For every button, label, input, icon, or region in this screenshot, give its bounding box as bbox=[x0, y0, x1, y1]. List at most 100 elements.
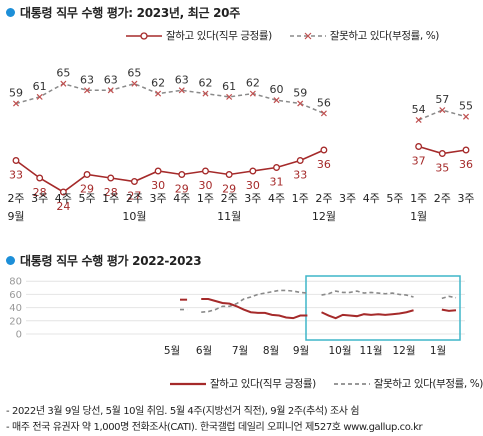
disapprove-line-1 bbox=[418, 109, 467, 121]
bullet-dot-icon bbox=[6, 256, 15, 265]
approve-point-3 bbox=[83, 171, 91, 178]
disapprove-label-10: 62 bbox=[246, 77, 260, 90]
x-tick-12: 1주 bbox=[292, 192, 309, 205]
month-label-5: 10월 bbox=[122, 210, 146, 223]
disapprove-label-2: 65 bbox=[56, 67, 70, 80]
disapprove-point-10 bbox=[249, 90, 256, 97]
approve-point-13 bbox=[320, 146, 328, 154]
x-label-1: 6월 bbox=[196, 345, 212, 357]
approve-line-1 bbox=[201, 298, 308, 320]
disapprove-point-18 bbox=[439, 107, 446, 114]
month-label-13: 12월 bbox=[312, 210, 336, 223]
disapprove-point-5 bbox=[131, 80, 138, 87]
approve-label-4: 28 bbox=[104, 186, 118, 199]
approve-label-13: 36 bbox=[317, 158, 331, 171]
x-tick-11: 4주 bbox=[268, 192, 285, 205]
y-tick-20: 20 bbox=[9, 316, 22, 327]
approve-label-9: 29 bbox=[222, 183, 236, 196]
approve-point-11 bbox=[273, 164, 280, 171]
disapprove-label-12: 59 bbox=[293, 87, 307, 100]
approve-point-5 bbox=[130, 178, 138, 185]
x-tick-18: 2주 bbox=[434, 192, 451, 205]
y-tick-0: 0 bbox=[16, 330, 22, 341]
approve-point-8 bbox=[202, 167, 209, 175]
disapprove-point-4 bbox=[107, 87, 114, 94]
disapprove-point-2 bbox=[60, 80, 67, 87]
x-tick-17: 1주 bbox=[410, 192, 427, 205]
footnote-1: - 2022년 3월 9일 당선, 5월 10일 취임. 5월 4주(지방선거 … bbox=[6, 406, 360, 417]
x-tick-6: 3주 bbox=[150, 192, 167, 205]
disapprove-label-9: 61 bbox=[222, 80, 236, 93]
disapprove-line-0 bbox=[15, 82, 325, 115]
x-tick-16: 5주 bbox=[386, 192, 403, 205]
x-label-2: 7월 bbox=[232, 345, 248, 357]
x-tick-3: 5주 bbox=[78, 192, 95, 205]
disapprove-point-3 bbox=[84, 87, 91, 94]
x-tick-19: 3주 bbox=[457, 192, 474, 205]
x-tick-5: 2주 bbox=[126, 192, 143, 205]
approve-label-10: 30 bbox=[246, 179, 260, 192]
disapprove-point-11 bbox=[273, 97, 280, 104]
approve-point-10 bbox=[249, 167, 257, 175]
approve-label-2: 24 bbox=[56, 200, 70, 213]
disapprove-label-4: 63 bbox=[104, 73, 118, 86]
y-tick-80: 80 bbox=[9, 277, 22, 288]
disapprove-label-8: 62 bbox=[198, 77, 212, 90]
disapprove-point-6 bbox=[155, 90, 162, 97]
x-label-8: 1월 bbox=[430, 345, 446, 357]
chart2-legend-disapprove: 잘못하고 있다(부정률, %) bbox=[333, 378, 483, 390]
disapprove-point-19 bbox=[462, 113, 470, 120]
approve-label-7: 29 bbox=[175, 183, 189, 196]
disapprove-label-3: 63 bbox=[80, 73, 94, 86]
disapprove-label-18: 57 bbox=[435, 93, 449, 106]
x-tick-9: 2주 bbox=[221, 192, 238, 205]
approve-line-3 bbox=[441, 308, 457, 312]
disapprove-point-13 bbox=[320, 110, 327, 117]
x-tick-1: 3주 bbox=[31, 192, 48, 205]
approve-label-6: 30 bbox=[151, 179, 165, 192]
disapprove-line-3 bbox=[441, 295, 457, 300]
x-tick-15: 4주 bbox=[363, 192, 380, 205]
chart1-header: 대통령 직무 수행 평가: 2023년, 최근 20주 bbox=[6, 4, 240, 21]
chart1-plot: 59 61 65 63 63 65 62 63 62 61 62 60 59 56 54 57 55 33 28 24… bbox=[7, 67, 474, 223]
y-tick-60: 60 bbox=[9, 290, 22, 301]
disapprove-label-11: 60 bbox=[270, 83, 284, 96]
approve-line-2 bbox=[321, 309, 414, 320]
month-label-9: 11월 bbox=[217, 210, 241, 223]
x-label-3: 8월 bbox=[263, 345, 279, 357]
disapprove-point-12 bbox=[297, 100, 304, 107]
x-label-4: 9월 bbox=[293, 345, 309, 357]
disapprove-point-0 bbox=[12, 100, 20, 107]
disapprove-point-7 bbox=[178, 87, 185, 94]
chart1-legend: 잘하고 있다(직무 긍정률) 잘못하고 있다(부정률, %) bbox=[126, 28, 457, 43]
disapprove-label-19: 55 bbox=[459, 100, 473, 113]
x-tick-14: 3주 bbox=[339, 192, 356, 205]
month-label-17: 1월 bbox=[410, 210, 427, 223]
x-tick-8: 1주 bbox=[197, 192, 214, 205]
approve-point-2 bbox=[59, 188, 67, 196]
x-tick-10: 3주 bbox=[244, 192, 261, 205]
disapprove-label-6: 62 bbox=[151, 77, 165, 90]
approve-point-4 bbox=[107, 174, 115, 182]
disapprove-point-8 bbox=[202, 90, 209, 97]
chart2-legend: 잘하고 있다(직무 긍정률) 잘못하고 있다(부정률, %) bbox=[170, 376, 483, 391]
x-label-0: 5월 bbox=[164, 345, 180, 357]
x-label-5: 10월 bbox=[328, 345, 351, 357]
footnote-2: - 매주 전국 유권자 약 1,000명 전화조사(CATI). 한국갤럽 데일… bbox=[6, 422, 423, 433]
disapprove-label-7: 63 bbox=[175, 73, 189, 86]
x-tick-4: 1주 bbox=[102, 192, 119, 205]
x-tick-7: 4주 bbox=[173, 192, 190, 205]
disapprove-point-9 bbox=[226, 93, 233, 100]
approve-point-6 bbox=[154, 167, 162, 175]
chart2-header: 대통령 직무 수행 평가 2022-2023 bbox=[6, 252, 202, 269]
approve-point-0 bbox=[12, 157, 20, 164]
approve-label-11: 31 bbox=[270, 176, 284, 189]
approve-label-0: 33 bbox=[9, 169, 23, 182]
disapprove-label-17: 54 bbox=[412, 103, 426, 116]
chart2-plot: 0 20 40 60 80 5월 6월 7월 8월 9월 10월 11월 12월 1월 bbox=[9, 275, 465, 357]
y-tick-40: 40 bbox=[9, 303, 22, 314]
approve-label-12: 33 bbox=[293, 169, 307, 182]
chart2-title: 대통령 직무 수행 평가 2022-2023 bbox=[20, 254, 202, 268]
disapprove-line-1 bbox=[201, 289, 308, 314]
approve-point-18 bbox=[438, 150, 446, 157]
